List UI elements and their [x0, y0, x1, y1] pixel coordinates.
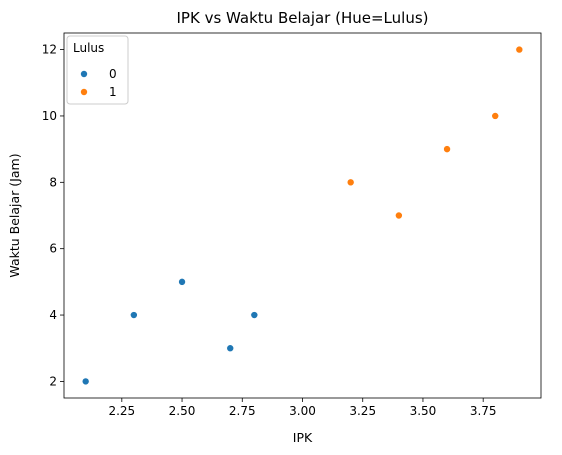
y-tick-label: 8: [49, 175, 57, 189]
legend-marker-1: [80, 88, 88, 96]
data-point-series-0: [226, 344, 235, 353]
legend-marker-0: [80, 70, 88, 78]
y-tick-label: 10: [42, 109, 57, 123]
x-tick-label: 2.25: [108, 404, 135, 418]
x-axis-label: IPK: [293, 430, 313, 445]
x-tick-label: 2.75: [229, 404, 256, 418]
data-point-series-0: [250, 311, 259, 319]
y-tick-label: 4: [49, 308, 57, 322]
data-point-series-1: [491, 112, 500, 120]
plot-area: [63, 32, 542, 399]
y-tick-label: 2: [49, 374, 57, 388]
data-point-series-0: [81, 377, 90, 386]
x-tick-label: 3.25: [349, 404, 376, 418]
data-point-series-1: [346, 178, 355, 187]
legend-title: Lulus: [73, 41, 104, 55]
chart-title: IPK vs Waktu Belajar (Hue=Lulus): [177, 9, 429, 27]
y-tick-label: 12: [42, 43, 57, 57]
y-axis: 2 4 6 8 10 12: [42, 43, 64, 388]
data-point-series-0: [130, 311, 138, 319]
x-tick-label: 3.75: [470, 404, 497, 418]
legend: Lulus 0 1: [66, 35, 129, 105]
x-axis: 2.25 2.50 2.75 3.00 3.25 3.50 3.75: [108, 398, 497, 418]
data-points: [81, 45, 524, 386]
legend-label-1: 1: [109, 85, 117, 99]
x-tick-label: 3.00: [289, 404, 316, 418]
x-tick-label: 2.50: [169, 404, 196, 418]
legend-frame: [66, 35, 129, 105]
x-tick-label: 3.50: [410, 404, 437, 418]
legend-label-0: 0: [109, 67, 117, 81]
y-axis-label: Waktu Belajar (Jam): [7, 153, 22, 277]
data-point-series-0: [178, 278, 186, 286]
data-point-series-1: [515, 45, 524, 54]
y-tick-label: 6: [49, 242, 57, 256]
data-point-series-1: [395, 211, 403, 220]
data-point-series-1: [443, 145, 451, 153]
